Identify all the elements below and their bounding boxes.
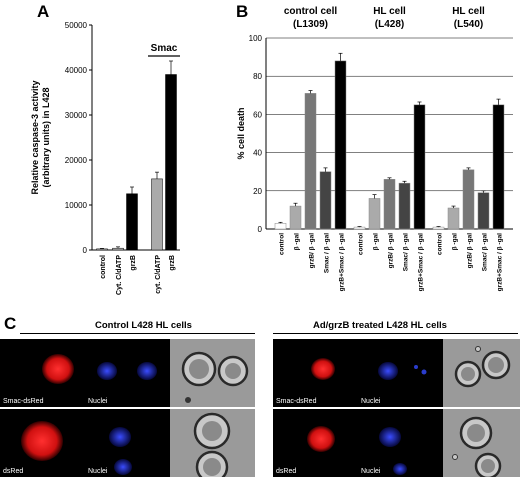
brightfield-image-control-2 bbox=[170, 409, 255, 477]
cell-death-chart: 0 20 40 60 80 100 % cell death control cell (L13… bbox=[236, 6, 513, 292]
x-tick-label: Smac/ β -gal bbox=[403, 233, 410, 271]
y-tick-label: 60 bbox=[253, 110, 262, 119]
x-tick-label: cyt. C/dATP bbox=[155, 255, 162, 294]
x-tick-label: β -gal bbox=[373, 233, 380, 251]
image-label: Nuclei bbox=[88, 468, 108, 475]
bar bbox=[492, 104, 505, 230]
image-label: dsRed bbox=[276, 468, 297, 475]
bar bbox=[289, 205, 302, 230]
bar bbox=[413, 104, 426, 230]
x-tick-label: grzB bbox=[169, 255, 176, 271]
y-tick-label: 10000 bbox=[65, 201, 88, 210]
bar bbox=[432, 226, 445, 230]
smac-dsred-image-treated: Smac-dsRed bbox=[273, 339, 358, 407]
bar bbox=[96, 248, 108, 251]
nuclei-image-control-2: Nuclei bbox=[85, 409, 170, 477]
brightfield-image-treated-2 bbox=[443, 409, 520, 477]
x-tick-label: grzB+Smac / β -gal bbox=[497, 233, 504, 292]
group-subtitle: (L1309) bbox=[293, 19, 328, 30]
group-title: HL cell bbox=[452, 6, 485, 17]
bar bbox=[304, 93, 317, 230]
brightfield-image-treated bbox=[443, 339, 520, 407]
smac-dsred-image-control: Smac-dsRed bbox=[0, 339, 85, 407]
y-axis-label: % cell death bbox=[236, 107, 246, 159]
nuclei-image-control: Nuclei bbox=[85, 339, 170, 407]
x-tick-label: Cyt. C/dATP bbox=[116, 255, 123, 295]
x-tick-label: grzB/ β -gal bbox=[388, 233, 395, 269]
bracket-label: Smac bbox=[151, 43, 178, 54]
x-tick-label: β -gal bbox=[452, 233, 459, 251]
bar bbox=[368, 198, 381, 230]
nuclei-image-treated: Nuclei bbox=[358, 339, 443, 407]
x-tick-label: control bbox=[358, 233, 365, 255]
panel-c-letter: C bbox=[4, 314, 17, 333]
bar bbox=[151, 178, 163, 251]
group-title: control cell bbox=[284, 6, 338, 17]
bar bbox=[447, 207, 460, 230]
bar bbox=[319, 171, 332, 230]
bar bbox=[334, 60, 347, 230]
x-tick-label: β -gal bbox=[294, 233, 301, 251]
dsred-image-treated: dsRed bbox=[273, 409, 358, 477]
image-label: dsRed bbox=[3, 468, 24, 475]
bar bbox=[383, 179, 396, 230]
group-subtitle: (L540) bbox=[454, 19, 483, 30]
dsred-image-control: dsRed bbox=[0, 409, 85, 477]
bar bbox=[462, 169, 475, 230]
treated-cells-title: Ad/grzB treated L428 HL cells bbox=[313, 320, 447, 331]
bar bbox=[165, 74, 177, 251]
bar bbox=[112, 247, 124, 251]
image-label: Nuclei bbox=[88, 398, 108, 405]
y-tick-label: 100 bbox=[249, 34, 263, 43]
panel-a-letter: A bbox=[37, 2, 50, 21]
brightfield-image-control bbox=[170, 339, 255, 407]
bar bbox=[274, 223, 287, 230]
title-underline-right bbox=[273, 333, 518, 334]
control-cells-title: Control L428 HL cells bbox=[95, 320, 192, 331]
bar bbox=[126, 193, 138, 251]
nuclei-image-treated-2: Nuclei bbox=[358, 409, 443, 477]
bar bbox=[477, 192, 490, 230]
x-tick-label: grzB+Smac / β -gal bbox=[418, 233, 425, 292]
image-label: Smac-dsRed bbox=[276, 398, 317, 405]
y-axis-label: Relative caspase-3 activity bbox=[30, 80, 40, 194]
y-tick-label: 20 bbox=[253, 187, 262, 196]
image-label: Nuclei bbox=[361, 398, 381, 405]
x-tick-label: control bbox=[100, 255, 107, 279]
y-tick-label: 0 bbox=[258, 225, 263, 234]
x-tick-label: control bbox=[437, 233, 444, 255]
x-tick-label: grzB/ β -gal bbox=[467, 233, 474, 269]
y-axis-label: (arbitrary units) in L428 bbox=[41, 87, 51, 187]
title-underline-left bbox=[20, 333, 255, 334]
y-tick-label: 40000 bbox=[65, 66, 88, 75]
x-tick-label: grzB/ β -gal bbox=[309, 233, 316, 269]
image-label: Smac-dsRed bbox=[3, 398, 44, 405]
image-label: Nuclei bbox=[361, 468, 381, 475]
y-tick-label: 20000 bbox=[65, 156, 88, 165]
caspase-activity-chart: 0 10000 20000 30000 40000 50000 Relative caspa… bbox=[30, 21, 180, 295]
x-tick-label: grzB+Smac / β -gal bbox=[339, 233, 346, 292]
y-tick-label: 50000 bbox=[65, 21, 88, 30]
x-tick-label: grzB bbox=[130, 255, 137, 271]
y-tick-label: 40 bbox=[253, 149, 262, 158]
x-tick-label: Smac/ β -gal bbox=[482, 233, 489, 271]
panel-b-letter: B bbox=[236, 2, 249, 21]
bar bbox=[353, 226, 366, 230]
group-title: HL cell bbox=[373, 6, 406, 17]
x-tick-label: Smac / β -gal bbox=[324, 233, 331, 273]
y-tick-label: 30000 bbox=[65, 111, 88, 120]
y-tick-label: 0 bbox=[83, 246, 88, 255]
y-tick-label: 80 bbox=[253, 72, 262, 81]
bar bbox=[398, 182, 411, 230]
group-subtitle: (L428) bbox=[375, 19, 404, 30]
x-tick-label: control bbox=[279, 233, 286, 255]
